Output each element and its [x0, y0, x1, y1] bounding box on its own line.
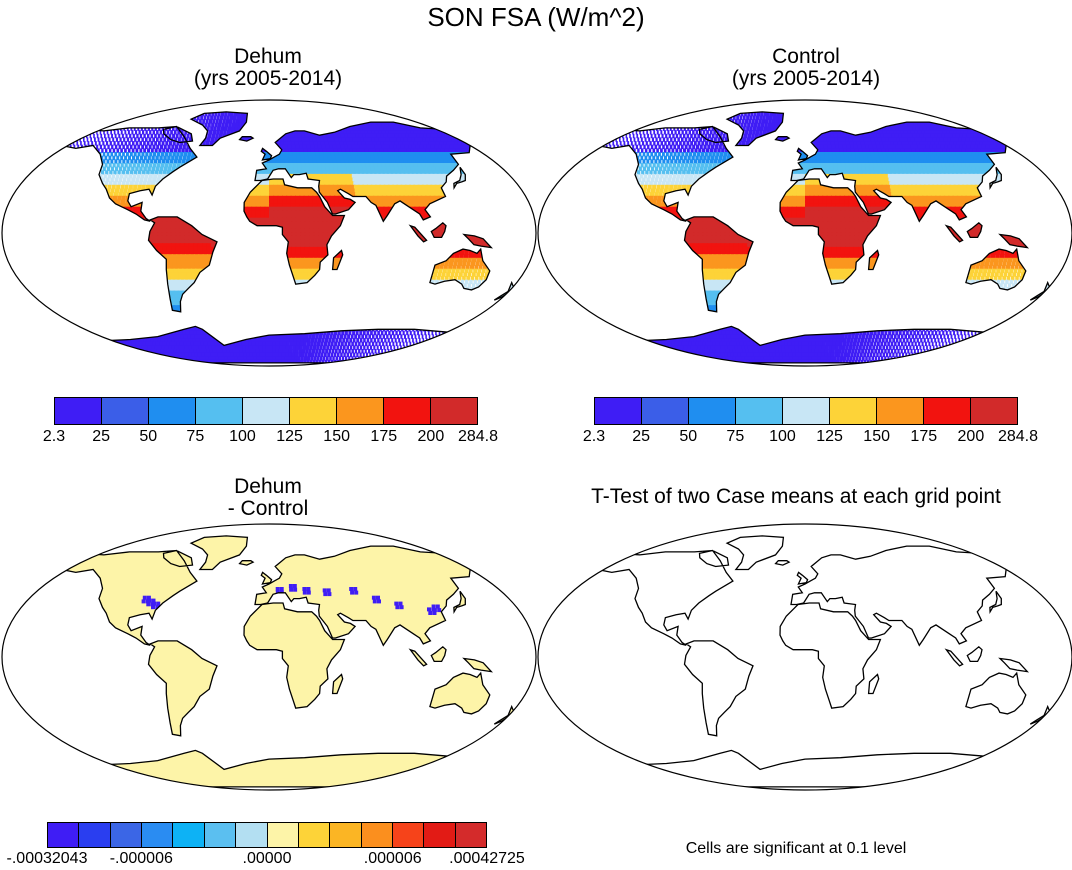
colorbar-swatch: [149, 398, 196, 424]
colorbar-swatch: [924, 398, 971, 424]
control-panel-title: Control (yrs 2005-2014): [676, 46, 936, 90]
colorbar-tick-label: 100: [769, 428, 796, 446]
control-colorbar: [594, 397, 1018, 425]
diff-title-line2: - Control: [138, 498, 398, 520]
figure-title: SON FSA (W/m^2): [0, 2, 1072, 33]
land-diff-fill: [60, 536, 517, 787]
dehum-map: [0, 98, 538, 368]
colorbar-tick-label: -.00032043: [7, 850, 88, 868]
diff-colorbar-labels: -.00032043-.000006.00000.000006.00042725: [47, 850, 487, 870]
colorbar-swatch: [299, 823, 330, 847]
colorbar-tick-label: 25: [632, 428, 650, 446]
dehum-colorbar: [54, 397, 478, 425]
colorbar-swatch: [142, 823, 173, 847]
dehum-panel-title: Dehum (yrs 2005-2014): [138, 46, 398, 90]
colorbar-tick-label: 200: [418, 428, 445, 446]
colorbar-tick-label: 50: [679, 428, 697, 446]
colorbar-tick-label: 2.3: [583, 428, 605, 446]
significance-note: Cells are significant at 0.1 level: [520, 840, 1072, 858]
colorbar-tick-label: -.000006: [110, 850, 173, 868]
colorbar-swatch: [689, 398, 736, 424]
colorbar-tick-label: 100: [229, 428, 256, 446]
map-border: [538, 524, 1072, 790]
colorbar-swatch: [595, 398, 642, 424]
colorbar-swatch: [362, 823, 393, 847]
colorbar-tick-label: 284.8: [458, 428, 498, 446]
diff-panel-title: Dehum - Control: [138, 476, 398, 520]
ttest-map: [536, 522, 1072, 792]
colorbar-swatch: [111, 823, 142, 847]
colorbar-swatch: [196, 398, 243, 424]
diff-title-line1: Dehum: [138, 476, 398, 498]
colorbar-swatch: [783, 398, 830, 424]
colorbar-tick-label: 25: [92, 428, 110, 446]
colorbar-tick-label: 175: [370, 428, 397, 446]
colorbar-tick-label: 150: [863, 428, 890, 446]
colorbar-swatch: [877, 398, 924, 424]
colorbar-tick-label: .000006: [364, 850, 422, 868]
colorbar-swatch: [736, 398, 783, 424]
colorbar-swatch: [424, 823, 455, 847]
colorbar-tick-label: .00042725: [449, 850, 525, 868]
dehum-title-line2: (yrs 2005-2014): [138, 68, 398, 90]
colorbar-swatch: [393, 823, 424, 847]
control-title-line2: (yrs 2005-2014): [676, 68, 936, 90]
colorbar-tick-label: 50: [139, 428, 157, 446]
colorbar-swatch: [236, 823, 267, 847]
colorbar-swatch: [79, 823, 110, 847]
ttest-panel-title: T-Test of two Case means at each grid po…: [520, 486, 1072, 508]
dehum-title-line1: Dehum: [138, 46, 398, 68]
control-title-line1: Control: [676, 46, 936, 68]
colorbar-tick-label: 125: [816, 428, 843, 446]
colorbar-swatch: [290, 398, 337, 424]
diff-colorbar: [47, 822, 487, 848]
land-value-field: [1, 105, 538, 368]
colorbar-swatch: [456, 823, 486, 847]
colorbar-swatch: [243, 398, 290, 424]
colorbar-swatch: [431, 398, 477, 424]
diff-map: [0, 522, 538, 792]
colorbar-swatch: [971, 398, 1017, 424]
colorbar-swatch: [268, 823, 299, 847]
colorbar-tick-label: .00000: [243, 850, 292, 868]
control-map: [536, 98, 1072, 368]
colorbar-tick-label: 125: [276, 428, 303, 446]
colorbar-tick-label: 150: [323, 428, 350, 446]
colorbar-tick-label: 284.8: [998, 428, 1038, 446]
colorbar-swatch: [205, 823, 236, 847]
colorbar-tick-label: 200: [958, 428, 985, 446]
colorbar-swatch: [55, 398, 102, 424]
colorbar-swatch: [330, 823, 361, 847]
colorbar-swatch: [337, 398, 384, 424]
colorbar-tick-label: 175: [910, 428, 937, 446]
colorbar-swatch: [48, 823, 79, 847]
colorbar-swatch: [173, 823, 204, 847]
colorbar-swatch: [102, 398, 149, 424]
colorbar-swatch: [830, 398, 877, 424]
colorbar-swatch: [384, 398, 431, 424]
colorbar-tick-label: 2.3: [43, 428, 65, 446]
colorbar-tick-label: 75: [726, 428, 744, 446]
colorbar-swatch: [642, 398, 689, 424]
colorbar-tick-label: 75: [186, 428, 204, 446]
coastline: [596, 536, 1053, 787]
